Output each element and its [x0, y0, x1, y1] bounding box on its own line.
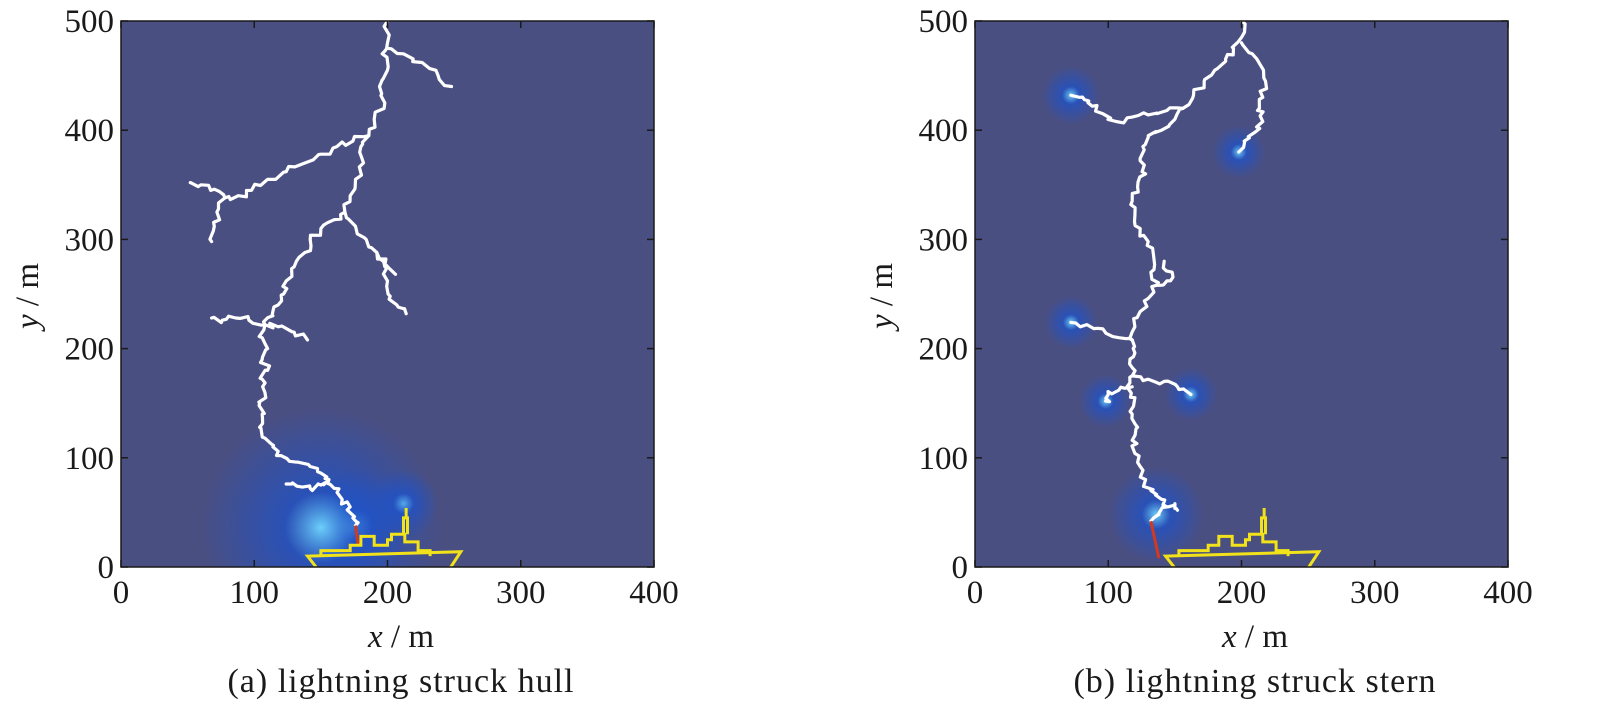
- y-ticks-b: 0 100 200 300 400 500: [919, 4, 1508, 586]
- panel-b: 0 100 200 300 400 0 100 200 300 400 500 x / m y /…: [864, 4, 1533, 700]
- ship-superstructure: [1177, 532, 1290, 557]
- x-axis-label-b: x / m: [1221, 619, 1288, 655]
- leader-branch: [1104, 385, 1134, 404]
- ship: [1162, 508, 1322, 567]
- leader-branch: [385, 46, 454, 89]
- y-tick-label: 500: [65, 4, 115, 40]
- y-tick-label: 300: [919, 222, 969, 258]
- y-tick-label: 200: [919, 332, 969, 368]
- ship: [304, 508, 464, 567]
- x-tick-label: 0: [967, 575, 984, 611]
- plot-area-b: [974, 20, 1509, 568]
- leader-branch: [208, 196, 227, 244]
- field-glow: [200, 407, 441, 567]
- x-tick-label: 100: [230, 575, 280, 611]
- x-tick-label: 300: [1350, 575, 1400, 611]
- y-tick-label: 400: [919, 113, 969, 149]
- y-tick-label: 300: [65, 222, 115, 258]
- y-tick-label: 500: [919, 4, 969, 40]
- plot-area-a: [120, 20, 655, 568]
- ship-hull: [1162, 550, 1322, 567]
- leader-branch: [1165, 502, 1180, 512]
- ship-funnel: [402, 516, 409, 535]
- leader-branch: [263, 321, 310, 342]
- leader-branch: [1069, 93, 1185, 125]
- caption-a: (a) lightning struck hull: [227, 663, 574, 700]
- x-tick-label: 300: [496, 575, 546, 611]
- leader-branch: [188, 181, 227, 200]
- leader-branch: [1130, 374, 1193, 397]
- field-layer: [121, 21, 654, 567]
- field-layer: [975, 21, 1508, 567]
- x-tick-label: 400: [1483, 575, 1533, 611]
- leader-branch: [1154, 259, 1175, 287]
- y-tick-label: 400: [65, 113, 115, 149]
- x-tick-label: 200: [363, 575, 413, 611]
- y-tick-label: 100: [65, 441, 115, 477]
- ship-superstructure: [319, 532, 432, 557]
- leader-branch: [1125, 21, 1247, 523]
- leader-branch: [375, 250, 408, 316]
- y-tick-label: 0: [952, 550, 969, 586]
- y-tick-label: 100: [919, 441, 969, 477]
- ship-hull: [304, 550, 464, 567]
- x-axis-label-a: x / m: [367, 619, 434, 655]
- leader-branch: [284, 478, 331, 493]
- y-tick-label: 0: [98, 550, 115, 586]
- leader-branch: [1237, 41, 1269, 154]
- leader-branch: [257, 21, 391, 528]
- leader-branch: [210, 314, 267, 327]
- x-tick-label: 200: [1217, 575, 1267, 611]
- strike-channel: [1149, 520, 1161, 559]
- leader-branch: [1069, 320, 1134, 342]
- x-tick-label: 0: [113, 575, 130, 611]
- x-tick-label: 400: [629, 575, 679, 611]
- y-axis-label-b: y / m: [864, 263, 900, 332]
- x-ticks-a: 0 100 200 300 400: [113, 21, 679, 611]
- ship-funnel: [1260, 516, 1267, 535]
- y-ticks-a: 0 100 200 300 400 500: [65, 4, 654, 586]
- leader-branch: [223, 134, 371, 202]
- x-tick-label: 100: [1084, 575, 1134, 611]
- y-tick-label: 200: [65, 332, 115, 368]
- x-ticks-b: 0 100 200 300 400: [967, 21, 1533, 611]
- caption-b: (b) lightning struck stern: [1073, 663, 1436, 700]
- panel-a: 0 100 200 300 400 0 100 200 300 400 500 x / m y /…: [10, 4, 679, 700]
- strike-channel: [354, 525, 360, 546]
- y-axis-label-a: y / m: [10, 263, 46, 332]
